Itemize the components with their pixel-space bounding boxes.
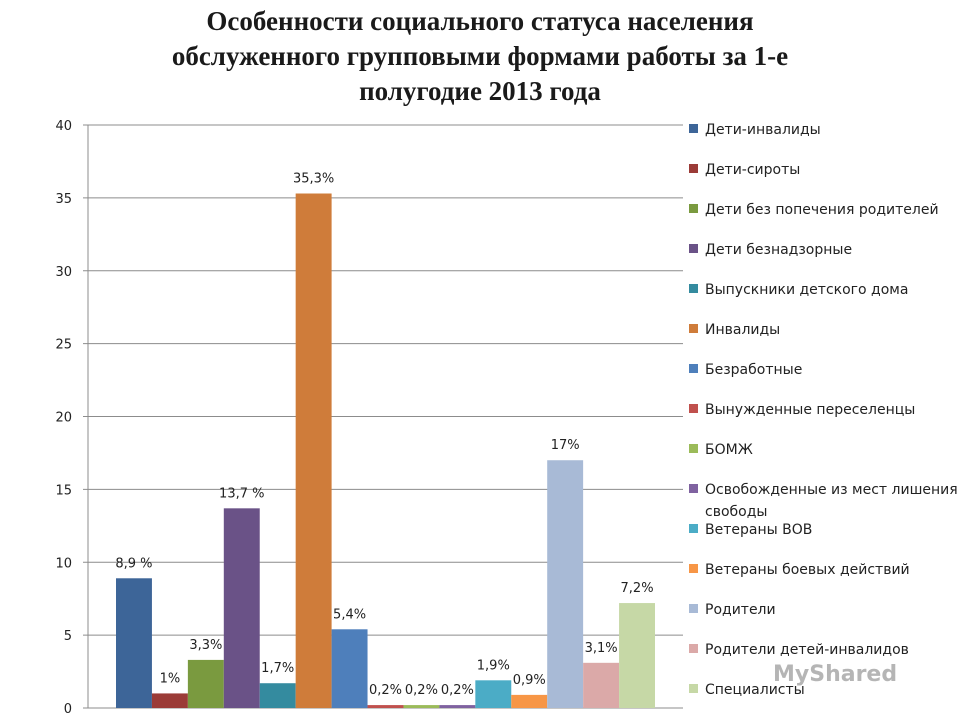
legend-label-8: Вынужденные переселенцы	[705, 402, 915, 418]
chart-title-line-3: полугодие 2013 года	[359, 76, 601, 106]
legend-label-15: Специалисты	[705, 682, 805, 698]
legend-label-9: БОМЖ	[705, 442, 753, 458]
bar-2	[151, 693, 188, 708]
chart-title: Особенности социального статуса населени…	[0, 4, 960, 109]
legend-label-4: Дети безнадзорные	[705, 242, 852, 258]
y-tick-label: 25	[55, 338, 72, 353]
data-label-15: 7,2%	[621, 581, 654, 596]
legend-swatch-6	[689, 324, 698, 333]
legend-swatch-11	[689, 524, 698, 533]
data-label-3: 3,3%	[189, 638, 222, 653]
bar-5	[259, 683, 296, 708]
chart-title-line-1: Особенности социального статуса населени…	[206, 6, 754, 36]
data-label-13: 17%	[551, 438, 580, 453]
legend-label-12: Ветераны боевых действий	[705, 562, 910, 578]
data-label-2: 1%	[160, 671, 181, 686]
legend-label-6: Инвалиды	[705, 322, 780, 338]
legend-label-10: Освобожденные из мест лишения свободы	[705, 482, 958, 520]
legend: Дети-инвалиды Дети-сироты Дети без попечен…	[689, 122, 958, 698]
data-label-14: 3,1%	[585, 641, 618, 656]
bar-8	[367, 705, 404, 708]
y-tick-label: 10	[55, 556, 72, 571]
data-labels: 8,9 %1%3,3%13,7 %1,7%35,3%5,4%0,2% 0,2% 0,…	[115, 172, 653, 699]
bar-1	[116, 578, 152, 708]
chart-title-line-2: обслуженного групповыми формами работы з…	[171, 41, 789, 71]
legend-label-1: Дети-инвалиды	[705, 122, 821, 138]
data-label-12: 0,9%	[513, 673, 546, 688]
bars	[116, 193, 655, 708]
legend-label-2: Дети-сироты	[705, 162, 800, 178]
bar-6	[295, 193, 332, 708]
legend-swatch-1	[689, 124, 698, 133]
legend-swatch-15	[689, 684, 698, 693]
bar-15	[619, 603, 655, 708]
data-label-6: 35,3%	[293, 172, 334, 187]
y-tick-label: 35	[55, 192, 72, 207]
legend-label-13: Родители	[705, 602, 776, 618]
bar-7	[331, 629, 368, 708]
legend-swatch-14	[689, 644, 698, 653]
legend-label-5: Выпускники детского дома	[705, 282, 908, 298]
legend-label-11: Ветераны ВОВ	[705, 522, 812, 538]
data-label-9: 0,2%	[405, 683, 438, 698]
bar-3	[187, 659, 224, 708]
data-label-10: 0,2%	[441, 683, 474, 698]
legend-label-3: Дети без попечения родителей	[705, 202, 939, 218]
watermark-text: MyShared	[773, 662, 898, 687]
legend-swatch-4	[689, 244, 698, 253]
legend-swatch-8	[689, 404, 698, 413]
legend-swatch-12	[689, 564, 698, 573]
legend-label-7: Безработные	[705, 362, 802, 378]
legend-swatch-9	[689, 444, 698, 453]
data-label-11: 1,9%	[477, 658, 510, 673]
y-tick-label: 5	[64, 629, 72, 644]
y-tick-label: 0	[64, 702, 72, 717]
data-label-8: 0,2%	[369, 683, 402, 698]
data-label-7: 5,4%	[333, 607, 366, 622]
data-label-5: 1,7%	[261, 661, 294, 676]
data-label-1: 8,9 %	[115, 556, 152, 571]
bar-11	[475, 680, 512, 708]
legend-swatch-2	[689, 164, 698, 173]
bar-14	[583, 662, 620, 708]
legend-label-14: Родители детей-инвалидов	[705, 642, 909, 658]
legend-swatch-3	[689, 204, 698, 213]
bar-4	[223, 508, 260, 708]
y-tick-label: 15	[55, 483, 72, 498]
bar-13	[547, 460, 584, 708]
y-tick-label: 20	[55, 411, 72, 426]
bar-9	[403, 705, 440, 708]
legend-swatch-7	[689, 364, 698, 373]
y-tick-label: 40	[55, 119, 72, 134]
legend-swatch-5	[689, 284, 698, 293]
data-label-4: 13,7 %	[219, 486, 264, 501]
gridlines	[88, 124, 683, 709]
bar-12	[511, 694, 548, 708]
bar-10	[439, 705, 476, 708]
legend-swatch-13	[689, 604, 698, 613]
legend-swatch-10	[689, 484, 698, 493]
y-tick-label: 30	[55, 265, 72, 280]
y-axis: 0 5 10 15 20 25 30 35 40	[55, 119, 89, 717]
